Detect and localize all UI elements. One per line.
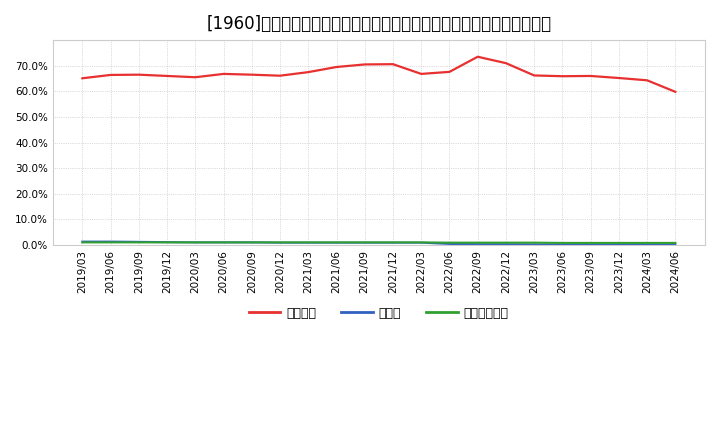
のれん — [502, 242, 510, 247]
自己資本 — [304, 70, 312, 75]
繰延税金資産 — [586, 240, 595, 246]
自己資本 — [473, 54, 482, 59]
自己資本 — [643, 78, 652, 83]
自己資本 — [135, 72, 143, 77]
のれん — [361, 240, 369, 245]
自己資本 — [107, 72, 115, 77]
Line: のれん: のれん — [82, 242, 675, 245]
Line: 自己資本: 自己資本 — [82, 57, 675, 92]
のれん — [248, 240, 256, 245]
繰延税金資産 — [361, 240, 369, 245]
繰延税金資産 — [445, 240, 454, 245]
自己資本 — [78, 76, 86, 81]
自己資本 — [332, 64, 341, 70]
繰延税金資産 — [502, 240, 510, 245]
繰延税金資産 — [671, 240, 680, 246]
繰延税金資産 — [220, 240, 228, 245]
のれん — [220, 240, 228, 245]
繰延税金資産 — [276, 240, 284, 245]
自己資本 — [276, 73, 284, 78]
自己資本 — [417, 71, 426, 77]
のれん — [473, 242, 482, 247]
繰延税金資産 — [78, 240, 86, 245]
のれん — [417, 240, 426, 245]
自己資本 — [163, 73, 171, 79]
自己資本 — [361, 62, 369, 67]
Legend: 自己資本, のれん, 繰延税金資産: 自己資本, のれん, 繰延税金資産 — [244, 302, 514, 325]
自己資本 — [191, 75, 199, 80]
のれん — [107, 239, 115, 244]
繰延税金資産 — [107, 240, 115, 245]
のれん — [191, 240, 199, 245]
のれん — [332, 240, 341, 245]
繰延税金資産 — [191, 240, 199, 245]
自己資本 — [502, 61, 510, 66]
繰延税金資産 — [248, 240, 256, 245]
のれん — [445, 241, 454, 246]
繰延税金資産 — [558, 240, 567, 246]
のれん — [671, 242, 680, 247]
繰延税金資産 — [163, 240, 171, 245]
繰延税金資産 — [473, 240, 482, 245]
自己資本 — [671, 89, 680, 95]
繰延税金資産 — [615, 240, 624, 246]
自己資本 — [615, 75, 624, 81]
自己資本 — [530, 73, 539, 78]
繰延税金資産 — [417, 240, 426, 245]
自己資本 — [558, 73, 567, 79]
繰延税金資産 — [304, 240, 312, 245]
のれん — [304, 240, 312, 245]
繰延税金資産 — [135, 240, 143, 245]
のれん — [615, 242, 624, 247]
繰延税金資産 — [643, 240, 652, 246]
繰延税金資産 — [530, 240, 539, 245]
のれん — [530, 242, 539, 247]
自己資本 — [586, 73, 595, 79]
自己資本 — [389, 62, 397, 67]
繰延税金資産 — [389, 240, 397, 245]
繰延税金資産 — [332, 240, 341, 245]
Line: 繰延税金資産: 繰延税金資産 — [82, 242, 675, 243]
のれん — [558, 242, 567, 247]
のれん — [586, 242, 595, 247]
のれん — [135, 239, 143, 245]
自己資本 — [248, 72, 256, 77]
のれん — [389, 240, 397, 245]
Title: [1960]　自己資本、のれん、繰延税金資産の総資産に対する比率の推移: [1960] 自己資本、のれん、繰延税金資産の総資産に対する比率の推移 — [207, 15, 552, 33]
のれん — [78, 239, 86, 244]
のれん — [643, 242, 652, 247]
自己資本 — [445, 69, 454, 74]
自己資本 — [220, 71, 228, 77]
のれん — [276, 240, 284, 245]
のれん — [163, 239, 171, 245]
